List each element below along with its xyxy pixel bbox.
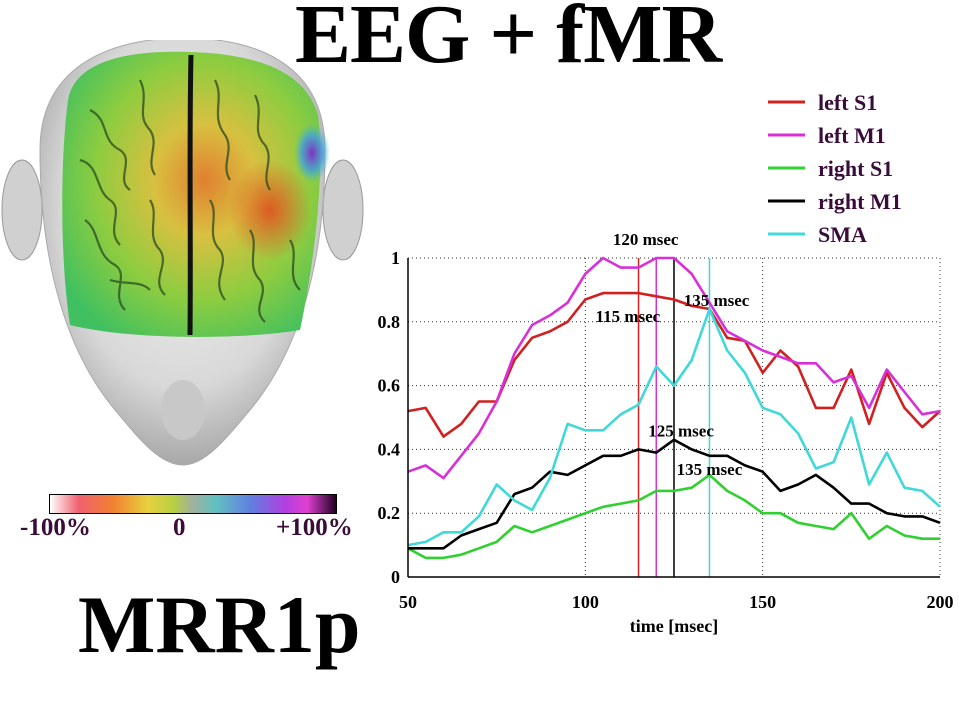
legend-entry: right M1: [818, 189, 902, 214]
colorbar-max-label: +100%: [276, 514, 353, 541]
y-tick-label: 0.6: [378, 376, 401, 396]
y-tick-label: 0.8: [378, 312, 401, 332]
figure-subtitle: MRR1p: [78, 579, 361, 670]
legend-entry: left M1: [818, 123, 886, 148]
x-tick-label: 50: [399, 592, 417, 612]
chart-series: [407, 256, 941, 560]
brain-head-image: [1, 40, 364, 466]
colorbar-legend: -100% 0 +100%: [20, 492, 365, 552]
y-tick-label: 0: [391, 567, 400, 587]
x-tick-label: 150: [749, 592, 776, 612]
line-chart: left S1 left M1 right S1 right M1 SMA 0 0.2 0.…: [378, 90, 954, 636]
series-line-right-m1: [408, 438, 941, 550]
marker-annotation: 120 msec: [613, 230, 679, 249]
y-tick-label: 0.2: [378, 503, 401, 523]
legend-entry: left S1: [818, 90, 877, 115]
marker-annotation: 135 msec: [684, 291, 750, 310]
x-axis-label: time [msec]: [630, 616, 718, 636]
series-line-right-s1: [407, 473, 940, 560]
colorbar-mid-label: 0: [173, 514, 186, 541]
figure-title: EEG + fMR: [295, 0, 722, 81]
series-line-sma: [407, 307, 941, 547]
colorbar-gradient: [49, 494, 337, 514]
marker-annotation: 115 msec: [596, 307, 661, 326]
chart-legend: left S1 left M1 right S1 right M1 SMA: [768, 90, 902, 247]
legend-entry: right S1: [818, 156, 893, 181]
colorbar-min-label: -100%: [20, 514, 91, 541]
y-tick-label: 1: [391, 248, 400, 268]
chart-annotations: 115 msec 120 msec 125 msec 135 msec 135 msec: [596, 230, 750, 479]
marker-annotation: 125 msec: [648, 422, 714, 441]
x-tick-label: 100: [572, 592, 599, 612]
y-tick-label: 0.4: [378, 439, 401, 459]
marker-annotation: 135 msec: [677, 460, 743, 479]
x-tick-label: 200: [927, 592, 954, 612]
legend-entry: SMA: [818, 222, 867, 247]
series-line-left-m1: [407, 256, 941, 480]
